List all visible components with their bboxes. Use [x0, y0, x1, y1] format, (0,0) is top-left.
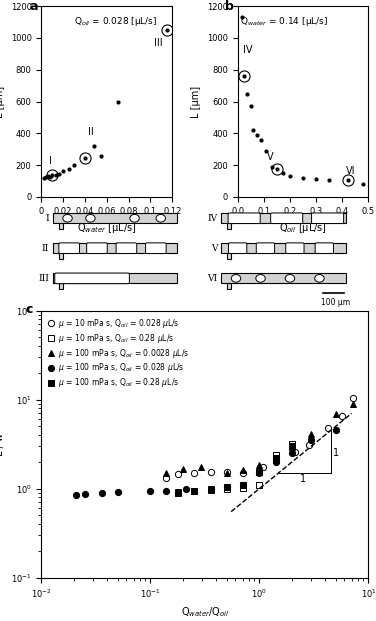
Circle shape [63, 214, 72, 222]
FancyBboxPatch shape [229, 243, 247, 253]
Bar [59, 283, 63, 289]
FancyBboxPatch shape [86, 243, 107, 253]
FancyBboxPatch shape [55, 273, 129, 284]
FancyBboxPatch shape [116, 243, 137, 253]
Bar [53, 213, 177, 224]
Text: I: I [49, 156, 52, 166]
X-axis label: Q$_{water}$/Q$_{oil}$: Q$_{water}$/Q$_{oil}$ [180, 605, 229, 619]
Bar [227, 283, 231, 289]
Circle shape [156, 214, 165, 222]
Bar [221, 243, 346, 253]
FancyBboxPatch shape [228, 213, 260, 224]
Text: b: b [226, 1, 234, 14]
Text: IV: IV [207, 214, 217, 223]
Text: 100 μm: 100 μm [321, 298, 350, 307]
Text: c: c [26, 302, 33, 315]
Y-axis label: L [μm]: L [μm] [0, 86, 5, 117]
Text: Q$_{water}$ = 0.14 [μL/s]: Q$_{water}$ = 0.14 [μL/s] [240, 16, 329, 29]
Text: IV: IV [243, 45, 253, 55]
Text: 1: 1 [333, 448, 339, 458]
Y-axis label: L [μm]: L [μm] [191, 86, 202, 117]
Text: VI: VI [346, 166, 356, 176]
Text: I: I [45, 214, 49, 223]
Text: Q$_{oil}$ = 0.028 [μL/s]: Q$_{oil}$ = 0.028 [μL/s] [74, 16, 158, 29]
Text: II: II [42, 243, 49, 253]
FancyBboxPatch shape [286, 243, 304, 253]
X-axis label: Q$_{oil}$ [μL/s]: Q$_{oil}$ [μL/s] [279, 221, 327, 235]
Bar [59, 253, 63, 259]
Bar [227, 253, 231, 259]
Text: 1: 1 [300, 474, 306, 484]
Bar [53, 243, 177, 253]
Bar [59, 224, 63, 229]
Bar [53, 273, 177, 283]
FancyBboxPatch shape [271, 213, 303, 224]
Text: VI: VI [207, 274, 217, 283]
Circle shape [231, 274, 241, 282]
Text: a: a [30, 1, 38, 14]
Text: V: V [211, 243, 217, 253]
FancyBboxPatch shape [315, 243, 334, 253]
Legend: $\mu$ = 10 mPa s, Q$_{oil}$ = 0.028 $\mu$L/s, $\mu$ = 10 mPa s, Q$_{oil}$ = 0.28: $\mu$ = 10 mPa s, Q$_{oil}$ = 0.028 $\mu… [45, 314, 192, 392]
Y-axis label: L / w: L / w [0, 433, 5, 456]
Circle shape [86, 214, 95, 222]
FancyBboxPatch shape [312, 213, 344, 224]
Circle shape [315, 274, 324, 282]
Bar [221, 213, 346, 224]
Text: II: II [88, 127, 94, 137]
Text: V: V [267, 152, 274, 162]
Bar [227, 224, 231, 229]
X-axis label: Q$_{water}$ [μL/s]: Q$_{water}$ [μL/s] [77, 221, 136, 235]
FancyBboxPatch shape [59, 243, 79, 253]
Circle shape [256, 274, 265, 282]
Text: III: III [154, 37, 162, 48]
Circle shape [130, 214, 139, 222]
FancyBboxPatch shape [146, 243, 166, 253]
Text: III: III [38, 274, 49, 283]
Circle shape [285, 274, 295, 282]
FancyBboxPatch shape [256, 243, 274, 253]
Bar [221, 273, 346, 283]
